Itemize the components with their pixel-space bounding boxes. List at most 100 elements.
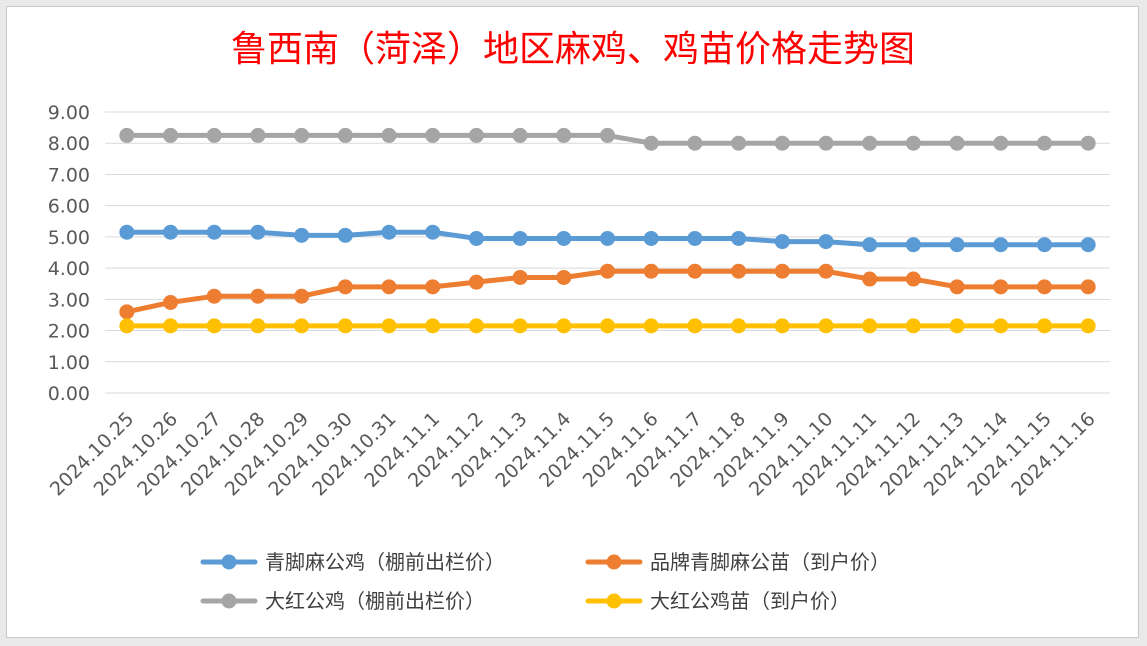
data-point bbox=[556, 230, 572, 246]
data-point bbox=[643, 318, 659, 334]
data-point bbox=[381, 318, 397, 334]
data-point bbox=[163, 294, 179, 310]
data-point bbox=[905, 135, 921, 151]
y-axis-ticks: 0.00 1.00 2.00 3.00 4.00 5.00 6.00 7.00 8.00 9.00 bbox=[48, 102, 90, 405]
legend: 青脚麻公鸡（棚前出栏价） 品牌青脚麻公苗（到户价） 大红公鸡（棚前出栏价） 大红公鸡苗… bbox=[200, 550, 890, 613]
data-point bbox=[512, 269, 528, 285]
data-point bbox=[862, 318, 878, 334]
data-point bbox=[1036, 279, 1052, 295]
data-point bbox=[1080, 237, 1096, 253]
data-point bbox=[381, 224, 397, 240]
data-point bbox=[774, 318, 790, 334]
data-point bbox=[337, 318, 353, 334]
legend-item: 大红公鸡（棚前出栏价） bbox=[200, 589, 485, 613]
data-point bbox=[687, 263, 703, 279]
series-lines bbox=[119, 127, 1096, 334]
data-point bbox=[643, 263, 659, 279]
data-point bbox=[862, 135, 878, 151]
y-tick-label: 5.00 bbox=[48, 227, 90, 249]
data-point bbox=[1036, 237, 1052, 253]
data-point bbox=[600, 318, 615, 334]
data-point bbox=[294, 288, 310, 304]
data-point bbox=[294, 227, 310, 243]
y-tick-label: 7.00 bbox=[48, 164, 90, 186]
data-point bbox=[1080, 135, 1096, 151]
data-point bbox=[163, 127, 179, 143]
series-3 bbox=[119, 318, 1096, 334]
data-point bbox=[163, 224, 179, 240]
legend-swatch-marker bbox=[606, 554, 622, 570]
data-point bbox=[818, 234, 834, 250]
series-2 bbox=[119, 127, 1096, 151]
data-point bbox=[600, 263, 615, 279]
y-tick-label: 6.00 bbox=[48, 196, 90, 218]
legend-item: 青脚麻公鸡（棚前出栏价） bbox=[200, 550, 505, 574]
data-point bbox=[993, 279, 1009, 295]
data-point bbox=[1036, 135, 1052, 151]
data-point bbox=[687, 230, 703, 246]
data-point bbox=[556, 269, 572, 285]
data-point bbox=[206, 288, 222, 304]
y-tick-label: 0.00 bbox=[48, 383, 90, 405]
data-point bbox=[731, 263, 747, 279]
data-point bbox=[949, 279, 965, 295]
legend-swatch-marker bbox=[221, 554, 237, 570]
data-point bbox=[337, 127, 353, 143]
data-point bbox=[600, 127, 615, 143]
data-point bbox=[1080, 318, 1096, 334]
data-point bbox=[687, 318, 703, 334]
data-point bbox=[774, 135, 790, 151]
y-tick-label: 8.00 bbox=[48, 133, 90, 155]
data-point bbox=[993, 135, 1009, 151]
data-point bbox=[731, 135, 747, 151]
gridlines bbox=[105, 111, 1110, 394]
data-point bbox=[512, 318, 528, 334]
data-point bbox=[425, 279, 441, 295]
y-tick-label: 1.00 bbox=[48, 352, 90, 374]
data-point bbox=[905, 237, 921, 253]
data-point bbox=[250, 127, 266, 143]
data-point bbox=[949, 135, 965, 151]
data-point bbox=[250, 224, 266, 240]
data-point bbox=[468, 274, 484, 290]
data-point bbox=[993, 318, 1009, 334]
data-point bbox=[774, 263, 790, 279]
data-point bbox=[381, 279, 397, 295]
data-point bbox=[337, 227, 353, 243]
data-point bbox=[643, 135, 659, 151]
legend-label: 青脚麻公鸡（棚前出栏价） bbox=[265, 550, 505, 574]
series-1 bbox=[119, 263, 1096, 320]
legend-label: 品牌青脚麻公苗（到户价） bbox=[650, 550, 890, 574]
data-point bbox=[556, 318, 572, 334]
data-point bbox=[1036, 318, 1052, 334]
data-point bbox=[949, 237, 965, 253]
legend-swatch-marker bbox=[606, 593, 622, 609]
data-point bbox=[556, 127, 572, 143]
legend-item: 大红公鸡苗（到户价） bbox=[585, 589, 850, 613]
y-tick-label: 2.00 bbox=[48, 321, 90, 343]
data-point bbox=[468, 318, 484, 334]
data-point bbox=[905, 271, 921, 287]
data-point bbox=[294, 127, 310, 143]
data-point bbox=[949, 318, 965, 334]
data-point bbox=[731, 318, 747, 334]
x-axis-ticks: 2024.10.252024.10.262024.10.272024.10.28… bbox=[46, 408, 1100, 500]
y-tick-label: 4.00 bbox=[48, 258, 90, 280]
data-point bbox=[600, 230, 615, 246]
data-point bbox=[425, 318, 441, 334]
data-point bbox=[862, 271, 878, 287]
data-point bbox=[250, 288, 266, 304]
legend-item: 品牌青脚麻公苗（到户价） bbox=[585, 550, 890, 574]
data-point bbox=[206, 127, 222, 143]
data-point bbox=[818, 318, 834, 334]
data-point bbox=[818, 263, 834, 279]
data-point bbox=[250, 318, 266, 334]
data-point bbox=[818, 135, 834, 151]
data-point bbox=[119, 224, 135, 240]
data-point bbox=[774, 234, 790, 250]
y-tick-label: 9.00 bbox=[48, 102, 90, 124]
data-point bbox=[1080, 279, 1096, 295]
data-point bbox=[425, 127, 441, 143]
data-point bbox=[862, 237, 878, 253]
